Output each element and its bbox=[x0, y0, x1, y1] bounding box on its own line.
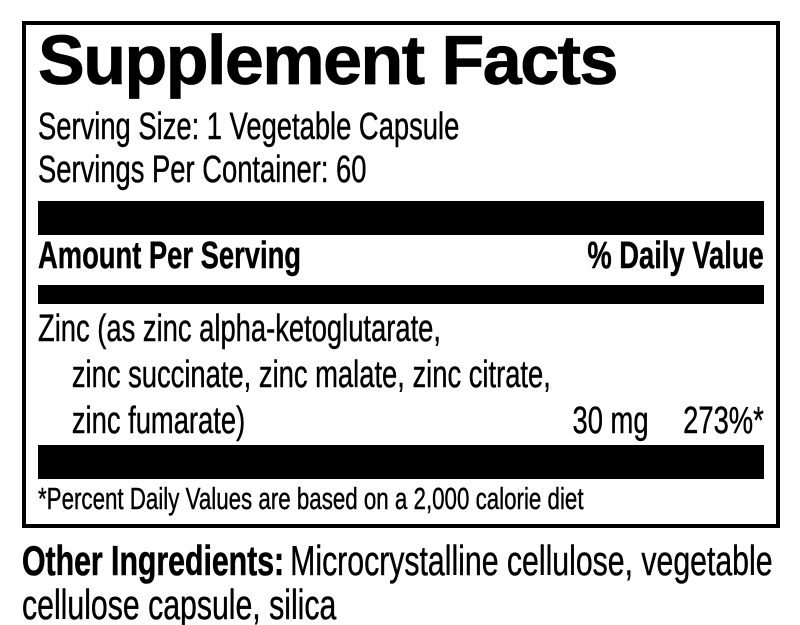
nutrient-daily-value: 273%* bbox=[683, 400, 764, 442]
divider-bar-thin-middle bbox=[38, 285, 764, 304]
other-ingredients-label: Other Ingredients: bbox=[22, 537, 285, 584]
divider-bar-thick-bottom bbox=[38, 445, 764, 479]
other-ingredients-block: Other Ingredients: Microcrystalline cellu… bbox=[22, 537, 792, 625]
nutrient-name-line-3: zinc fumarate) bbox=[71, 400, 246, 442]
panel-title: Supplement Facts bbox=[38, 21, 619, 99]
supplement-facts-panel: Supplement Facts Serving Size: 1 Vegetab… bbox=[22, 21, 780, 528]
nutrient-name-line-1: Zinc (as zinc alpha-ketoglutarate, bbox=[38, 308, 442, 350]
daily-value-header: % Daily Value bbox=[587, 235, 764, 277]
amount-per-serving-header: Amount Per Serving bbox=[38, 235, 302, 277]
other-ingredients-line-1: Other Ingredients: Microcrystalline cellu… bbox=[22, 537, 792, 584]
other-ingredients-text-1: Microcrystalline cellulose, vegetable bbox=[290, 537, 773, 584]
serving-size-text: Serving Size: 1 Vegetable Capsule bbox=[38, 106, 460, 148]
nutrient-name-line-2: zinc succinate, zinc malate, zinc citrat… bbox=[71, 354, 551, 396]
column-header-row: Amount Per Serving % Daily Value bbox=[38, 235, 764, 278]
servings-per-container-text: Servings Per Container: 60 bbox=[38, 149, 367, 191]
nutrient-amount-row: zinc fumarate) 30 mg 273%* bbox=[38, 398, 764, 444]
divider-bar-thick-top bbox=[38, 201, 764, 235]
other-ingredients-line-2: cellulose capsule, silica bbox=[22, 581, 337, 625]
nutrient-amount: 30 mg bbox=[572, 400, 649, 442]
daily-value-footnote: *Percent Daily Values are based on a 2,0… bbox=[38, 481, 584, 516]
nutrient-row-zinc: Zinc (as zinc alpha-ketoglutarate, zinc … bbox=[38, 306, 764, 444]
